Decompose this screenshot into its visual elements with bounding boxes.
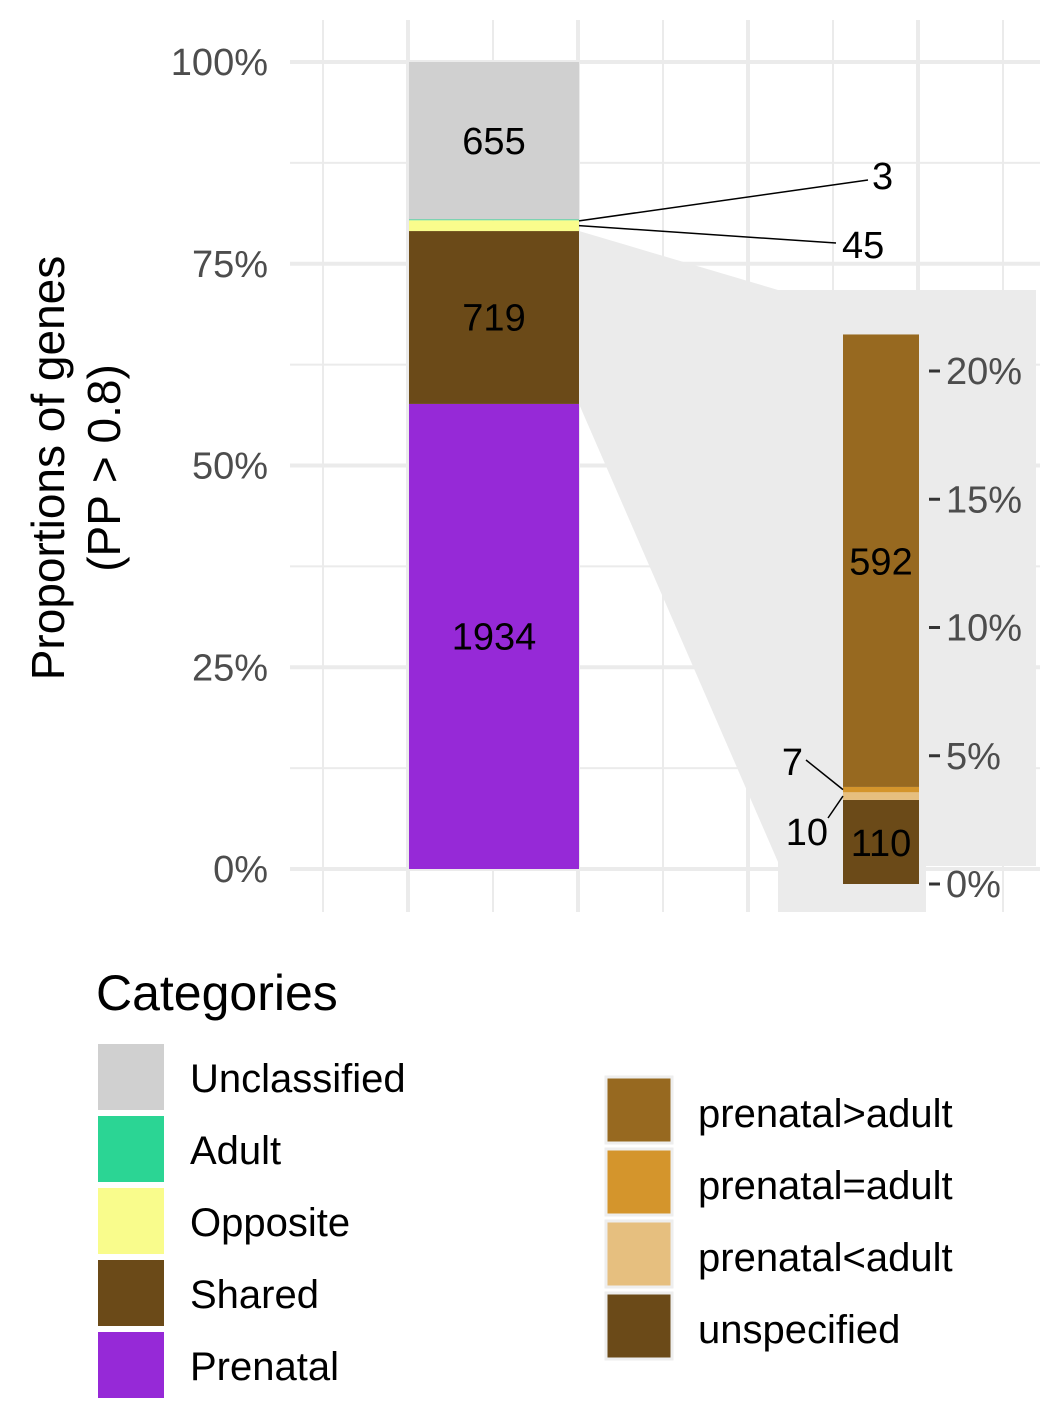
y-tick-label: 0%: [213, 849, 268, 891]
legend: Categories Unclassified Adult Opposite Shar…: [96, 965, 953, 1398]
legend-label: unspecified: [698, 1308, 900, 1352]
leader-line-adult: [578, 179, 869, 222]
bar-segment-shared: [409, 231, 579, 404]
legend-swatch: [604, 1219, 674, 1289]
legend-swatch: [604, 1291, 674, 1361]
leader-lines: 3 45: [578, 156, 893, 819]
legend-label: Shared: [190, 1273, 319, 1317]
leader-line-prenatal-lt-adult: [827, 795, 844, 819]
legend-swatch: [98, 1188, 164, 1254]
inset-label-prenatal-eq-adult: 7: [782, 742, 803, 784]
y-tick-label: 100%: [171, 42, 268, 84]
y-axis-title-line1: Proportions of genes: [22, 256, 74, 681]
legend-swatch: [604, 1147, 674, 1217]
inset-tick-label: 5%: [946, 736, 1001, 778]
y-axis-subtitle: (PP > 0.8): [78, 364, 130, 572]
bar-label-shared: 719: [462, 297, 525, 339]
bar-segment-prenatal: [409, 403, 579, 869]
leader-line-prenatal-eq-adult: [805, 759, 844, 791]
y-axis-title-line2: (PP > 0.8): [78, 364, 130, 572]
legend-label: prenatal>adult: [698, 1092, 953, 1136]
inset-bar: 592 110 7 10: [782, 334, 919, 884]
bar-label-prenatal: 1934: [452, 616, 537, 658]
legend-swatch: [98, 1332, 164, 1398]
y-axis: 0% 25% 50% 75% 100%: [171, 42, 268, 891]
inset-y-axis: 0% 5% 10% 15% 20%: [929, 351, 1022, 906]
legend-label: prenatal<adult: [698, 1236, 953, 1280]
inset-label-prenatal-lt-adult: 10: [786, 812, 828, 854]
inset-tick-label: 0%: [946, 864, 1001, 906]
inset-segment-prenatal-adult: [843, 792, 919, 800]
y-tick-label: 50%: [192, 446, 268, 488]
legend-label: Opposite: [190, 1201, 350, 1245]
legend-label: Prenatal: [190, 1345, 339, 1389]
legend-swatch: [604, 1075, 674, 1145]
inset-label-prenatal-gt-adult: 592: [849, 542, 912, 584]
bar-label-adult: 3: [872, 156, 893, 198]
legend-label: Adult: [190, 1129, 281, 1173]
bar-segment-adult: [409, 219, 579, 221]
y-axis-title: Proportions of genes: [22, 256, 74, 681]
legend-swatch: [98, 1260, 164, 1326]
main-bar: 1934 719 655: [409, 62, 579, 869]
legend-label: prenatal=adult: [698, 1164, 953, 1208]
bar-segment-unclassified: [409, 62, 579, 220]
inset-segment-prenatal-adult: [843, 334, 919, 787]
legend-swatch: [98, 1116, 164, 1182]
inset-segment-unspecified: [843, 799, 919, 884]
legend-title: Categories: [96, 965, 338, 1021]
inset-tick-label: 20%: [946, 351, 1022, 393]
bar-label-unclassified: 655: [462, 121, 525, 163]
bar-label-opposite: 45: [842, 225, 884, 267]
leader-line-opposite: [578, 224, 837, 244]
bar-segment-opposite: [409, 220, 579, 232]
inset-tick-label: 15%: [946, 479, 1022, 521]
zoom-panel: [579, 231, 1036, 913]
legend-label: Unclassified: [190, 1057, 406, 1101]
y-tick-label: 25%: [192, 647, 268, 689]
inset-tick-label: 10%: [946, 608, 1022, 650]
inset-label-unspecified: 110: [851, 823, 912, 865]
zoom-connector: [579, 231, 1036, 913]
y-tick-label: 75%: [192, 244, 268, 286]
legend-swatch: [98, 1044, 164, 1110]
inset-segment-prenatal-adult: [843, 786, 919, 793]
